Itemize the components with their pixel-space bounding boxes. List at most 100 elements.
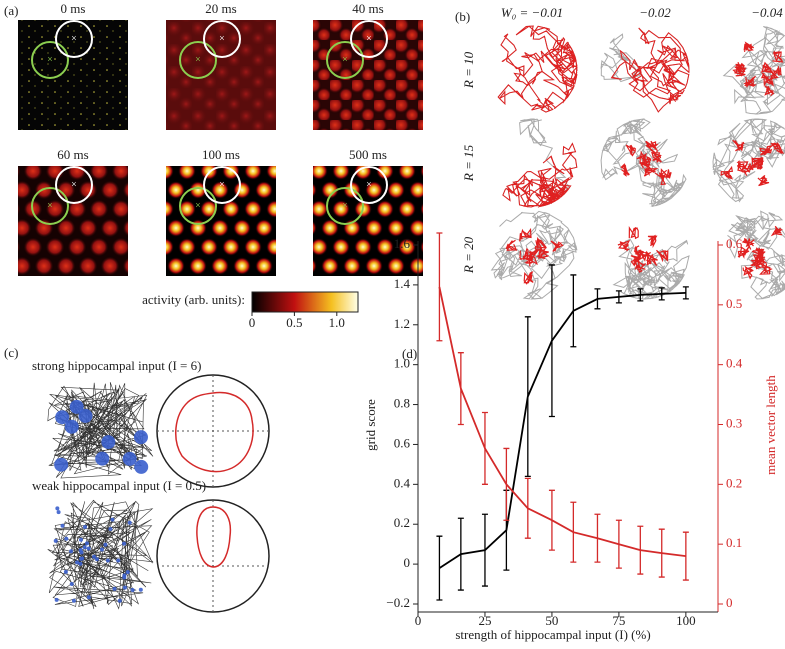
- cross: ×: [219, 33, 225, 44]
- spike-cluster: [737, 246, 750, 259]
- spike-cluster: [633, 258, 646, 273]
- spike-cluster: [630, 254, 642, 267]
- spike-cluster: [751, 249, 764, 262]
- polar-plot: [156, 374, 270, 488]
- row-label: R = 20: [461, 236, 476, 274]
- green-circle: [31, 187, 69, 225]
- spike-cluster: [720, 165, 734, 180]
- polar-plot: [156, 499, 270, 613]
- cross: ×: [47, 54, 53, 65]
- spike: [83, 524, 88, 529]
- spike: [99, 547, 104, 552]
- spike: [133, 430, 148, 445]
- spike-cluster: [519, 227, 532, 242]
- spike: [86, 595, 91, 600]
- spike: [64, 536, 69, 541]
- spike: [69, 581, 74, 586]
- row-label: R = 10: [461, 51, 476, 89]
- green-circle: [179, 41, 217, 79]
- time-label: 20 ms: [205, 1, 236, 16]
- trajectory: [712, 118, 785, 203]
- path-gray: [722, 26, 785, 115]
- activity-map: 0 ms × ×: [18, 1, 128, 130]
- cross: ×: [195, 54, 201, 65]
- white-circle: [350, 166, 388, 204]
- spike: [71, 598, 76, 603]
- white-circle: [203, 166, 241, 204]
- trajectory-square: [47, 382, 154, 479]
- spike: [95, 451, 110, 466]
- colorbar-title: activity (arb. units):: [142, 292, 245, 307]
- spike-cluster: [751, 156, 764, 170]
- spikes: [497, 25, 578, 113]
- activity-image: [313, 166, 423, 276]
- y-tick-label: 0.6: [394, 435, 411, 450]
- white-circle: [55, 20, 93, 58]
- spike-cluster: [523, 270, 534, 285]
- green-circle: [326, 41, 364, 79]
- time-label: 60 ms: [57, 147, 88, 162]
- spike: [138, 587, 143, 592]
- spike: [54, 597, 59, 602]
- spike-cluster: [620, 163, 630, 177]
- path-black: [47, 499, 154, 610]
- cross: ×: [219, 179, 225, 190]
- spike: [134, 459, 149, 474]
- spike-cluster: [741, 238, 755, 250]
- spike: [69, 399, 84, 414]
- green-circle: [326, 187, 364, 225]
- y-tick-label: 1.4: [394, 276, 411, 291]
- panel-label: (a): [4, 3, 18, 18]
- spike: [117, 598, 122, 603]
- spike: [63, 569, 68, 574]
- y-tick-label: 0: [404, 555, 411, 570]
- colorbar-tick-label: 0: [249, 315, 256, 330]
- path-gray: [727, 210, 785, 300]
- spike: [79, 550, 84, 555]
- spike-cluster: [643, 164, 659, 177]
- y2-axis-label: mean vector length: [763, 375, 778, 475]
- trajectory: [497, 25, 578, 113]
- white-circle: [203, 20, 241, 58]
- activity-map: 100 ms × ×: [166, 147, 276, 276]
- spike-cluster: [550, 240, 564, 252]
- time-label: 40 ms: [352, 1, 383, 16]
- y-tick-label: −0.2: [386, 595, 410, 610]
- error-bar: [436, 232, 443, 342]
- spike: [122, 451, 137, 466]
- spike-cluster: [759, 262, 773, 275]
- time-label: 100 ms: [202, 147, 240, 162]
- row-label: R = 15: [461, 144, 476, 182]
- spike-cluster: [617, 239, 631, 252]
- spike-cluster: [647, 234, 658, 249]
- spike-cluster: [646, 253, 658, 266]
- trajectory-square: [47, 499, 154, 610]
- spike: [127, 520, 132, 525]
- white-circle: [55, 166, 93, 204]
- spike-cluster: [759, 145, 774, 156]
- cross: ×: [342, 200, 348, 211]
- spike: [105, 558, 110, 563]
- colorbar-tick-label: 0.5: [286, 315, 302, 330]
- spike: [94, 557, 99, 562]
- spike-cluster: [770, 225, 783, 237]
- spike-cluster: [524, 256, 538, 267]
- activity-image: [166, 20, 276, 130]
- spike-cluster: [535, 247, 549, 260]
- spike: [84, 541, 89, 546]
- spike-cluster: [636, 150, 649, 165]
- cross: ×: [366, 33, 372, 44]
- trajectory: [502, 118, 578, 208]
- spike-cluster: [645, 140, 659, 154]
- spike-cluster: [749, 256, 762, 270]
- spike-cluster: [751, 157, 765, 170]
- spike: [122, 541, 127, 546]
- y2-tick-label: 0.6: [726, 236, 743, 251]
- y-tick-label: 1.6: [394, 236, 411, 251]
- spike-cluster: [654, 172, 667, 186]
- spike-cluster: [742, 265, 754, 280]
- spike: [75, 560, 80, 565]
- spike-cluster: [770, 142, 785, 154]
- y2-tick-label: 0.1: [726, 535, 742, 550]
- spike: [122, 585, 127, 590]
